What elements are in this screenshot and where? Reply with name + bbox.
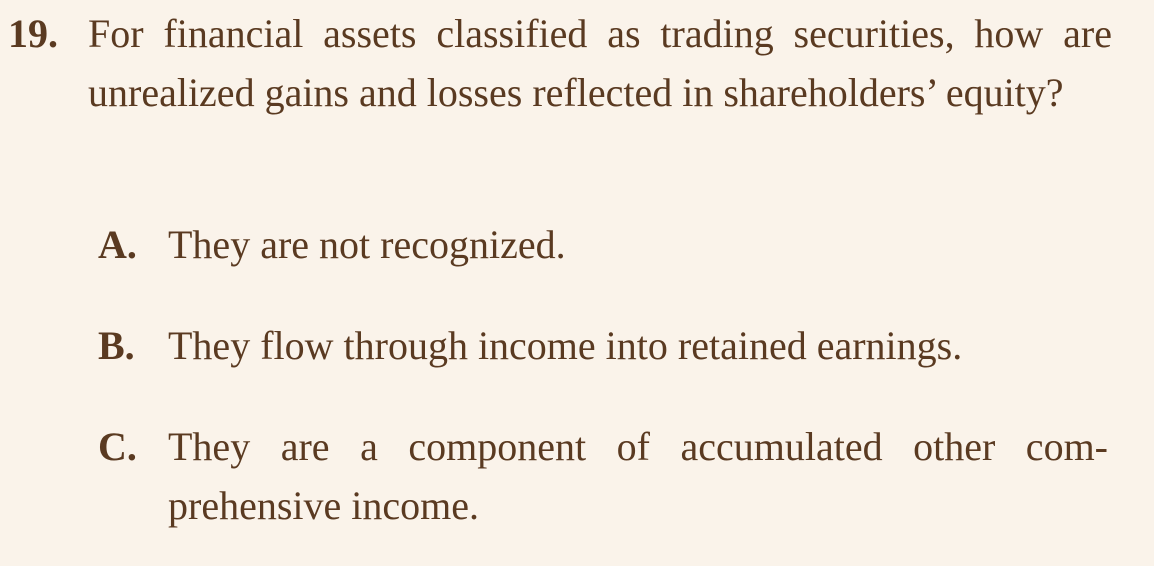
option-letter: B.	[98, 323, 135, 368]
option-text: They flow through income into retained e…	[168, 323, 963, 368]
option-text: They are a component of accumulated othe…	[168, 424, 1108, 528]
option-a: A. They are not recognized.	[98, 215, 1108, 274]
question-text: For financial assets classified as tradi…	[88, 11, 1112, 115]
option-c: C. They are a component of accumulated o…	[98, 417, 1108, 535]
option-letter: A.	[98, 222, 137, 267]
option-b: B. They flow through income into retaine…	[98, 316, 1108, 375]
option-text: They are not recognized.	[168, 222, 566, 267]
answer-options: A. They are not recognized. B. They flow…	[98, 215, 1108, 535]
question-block: 19. For financial assets classified as t…	[8, 4, 1112, 122]
option-letter: C.	[98, 424, 137, 469]
question-number: 19.	[8, 11, 58, 56]
